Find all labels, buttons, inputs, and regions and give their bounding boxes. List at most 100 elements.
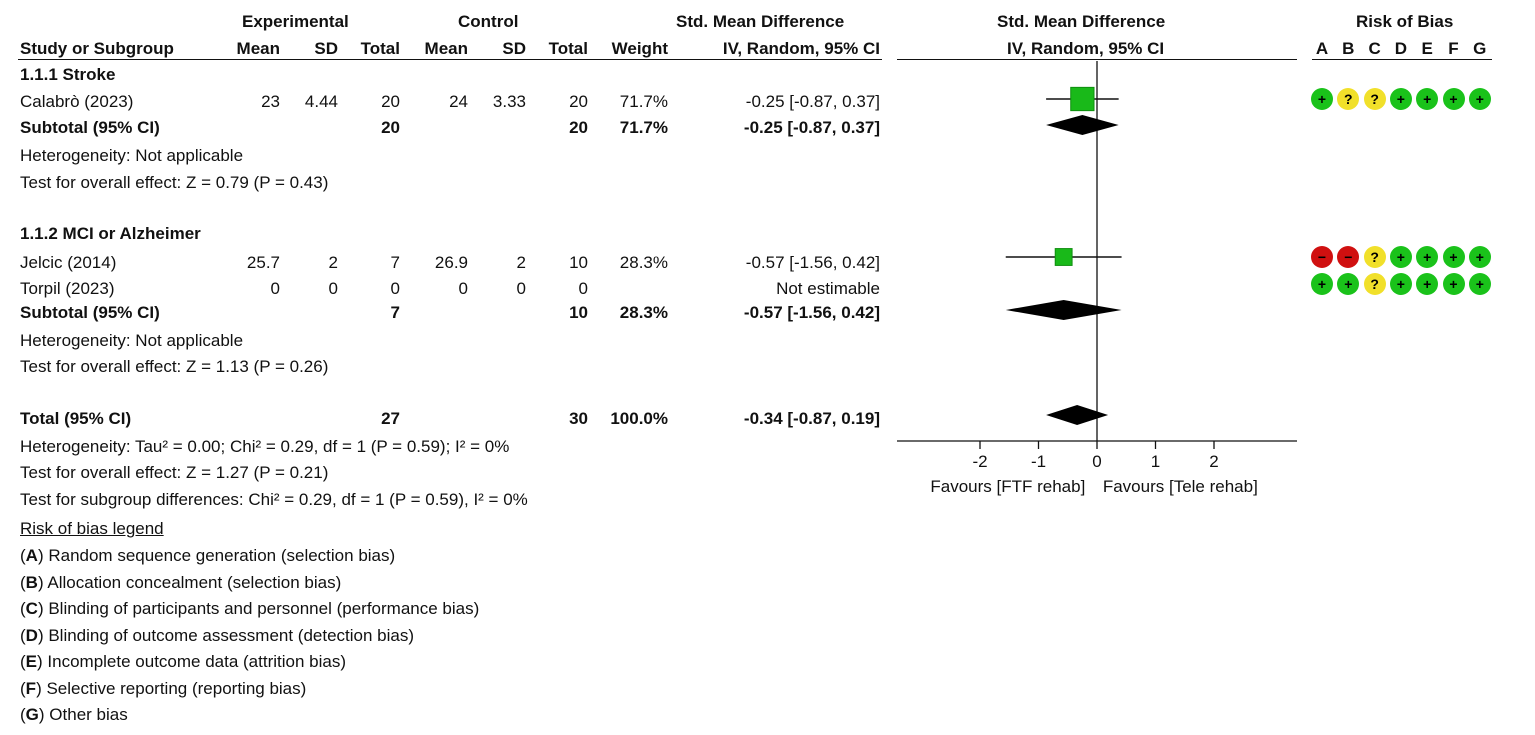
ci: -0.25 [-0.87, 0.37] <box>745 92 880 111</box>
legend-text: ) Blinding of participants and personnel… <box>37 599 480 618</box>
header-rule-table <box>18 59 882 60</box>
e-sd-header: SD <box>314 39 338 58</box>
c-total: 0 <box>578 279 588 298</box>
rob-dot-high: − <box>1337 246 1360 268</box>
subtotal-e-total: 7 <box>390 303 400 322</box>
control-header: Control <box>458 12 519 31</box>
subtotal-weight: 28.3% <box>619 303 668 322</box>
ci: Not estimable <box>776 279 880 298</box>
study-name: Jelcic (2014) <box>20 253 117 272</box>
overall-effect: Test for overall effect: Z = 0.79 (P = 0… <box>20 173 329 192</box>
e-mean: 23 <box>261 92 280 111</box>
subtotal-label: Subtotal (95% CI) <box>20 118 160 137</box>
heterogeneity: Heterogeneity: Not applicable <box>20 146 244 165</box>
legend-text: ) Other bias <box>38 705 128 724</box>
legend-item: (B) Allocation concealment (selection bi… <box>20 572 342 592</box>
x-tick-label: -1 <box>1031 452 1046 471</box>
study-col-header: Study or Subgroup <box>20 39 174 58</box>
legend-item: (E) Incomplete outcome data (attrition b… <box>20 652 346 671</box>
legend-item: (F) Selective reporting (reporting bias) <box>20 678 307 698</box>
e-mean: 0 <box>270 279 280 298</box>
rob-letter-f: F <box>1448 39 1459 58</box>
e-total: 7 <box>390 253 400 272</box>
rob-dot-low: + <box>1468 273 1491 295</box>
study-name: Calabrò (2023) <box>20 92 134 111</box>
total-e-total: 27 <box>381 409 400 428</box>
e-sd: 2 <box>328 253 338 272</box>
smd-header: Std. Mean Difference <box>676 12 845 31</box>
total-label: Total (95% CI) <box>20 409 132 428</box>
experimental-header: Experimental <box>242 12 349 31</box>
rob-dot-low: + <box>1468 246 1491 268</box>
legend-text: ) Selective reporting (reporting bias) <box>36 678 307 698</box>
rob-letter-g: G <box>1473 39 1487 58</box>
summary-diamond <box>1046 405 1109 425</box>
rob-dot-unc: ? <box>1363 88 1386 110</box>
header-rule-rob <box>1312 59 1492 60</box>
rob-dot-low: + <box>1389 88 1412 110</box>
e-mean-header: Mean <box>236 39 280 58</box>
rob-dot-high: − <box>1311 246 1333 268</box>
group-title: 1.1.1 Stroke <box>20 65 116 84</box>
c-mean: 0 <box>458 279 468 298</box>
legend-key: A <box>25 546 38 565</box>
group-title: 1.1.2 MCI or Alzheimer <box>20 224 201 243</box>
x-tick-label: -2 <box>972 452 987 471</box>
legend-text: ) Random sequence generation (selection … <box>37 546 396 565</box>
rob-dot-low: + <box>1468 88 1491 110</box>
c-total: 20 <box>569 92 588 111</box>
x-tick-label: 2 <box>1209 452 1218 471</box>
c-mean: 24 <box>449 92 468 111</box>
legend-item: (C) Blinding of participants and personn… <box>20 599 480 618</box>
e-sd: 4.44 <box>304 92 338 111</box>
legend-key: C <box>25 599 38 618</box>
study-square <box>1070 86 1095 112</box>
method-header: IV, Random, 95% CI <box>722 39 880 58</box>
e-sd: 0 <box>328 279 338 298</box>
legend-title: Risk of bias legend <box>20 519 164 538</box>
e-total-header: Total <box>360 39 400 58</box>
summary-diamond <box>1005 300 1122 320</box>
smd-plot-header: Std. Mean Difference <box>997 12 1166 31</box>
rob-dot-low: + <box>1416 88 1439 110</box>
e-total: 0 <box>390 279 400 298</box>
x-tick-label: 0 <box>1092 452 1101 471</box>
e-total: 20 <box>381 92 400 111</box>
subtotal-c-total: 10 <box>569 303 588 322</box>
x-tick-label: 1 <box>1151 452 1160 471</box>
legend-key: E <box>25 652 38 671</box>
c-mean: 26.9 <box>434 253 468 272</box>
rob-letter-c: C <box>1368 39 1381 58</box>
subgroup-differences: Test for subgroup differences: Chi² = 0.… <box>20 490 528 509</box>
rob-dot-low: + <box>1311 88 1333 110</box>
subtotal-label: Subtotal (95% CI) <box>20 303 160 322</box>
weight: 28.3% <box>619 253 668 272</box>
ci: -0.57 [-1.56, 0.42] <box>745 253 880 272</box>
legend-key: D <box>25 625 38 645</box>
total-heterogeneity: Heterogeneity: Tau² = 0.00; Chi² = 0.29,… <box>20 437 510 456</box>
favours-left-label: Favours [FTF rehab] <box>930 477 1085 496</box>
e-mean: 25.7 <box>246 253 280 272</box>
rob-dot-low: + <box>1442 273 1465 295</box>
legend-text: ) Blinding of outcome assessment (detect… <box>37 625 415 645</box>
legend-item: (G) Other bias <box>20 705 128 724</box>
legend-key: B <box>25 572 38 592</box>
subtotal-e-total: 20 <box>381 118 400 137</box>
c-sd: 0 <box>516 279 526 298</box>
subtotal-c-total: 20 <box>569 118 588 137</box>
rob-dot-low: + <box>1389 246 1412 268</box>
total-c-total: 30 <box>569 409 588 428</box>
rob-letter-a: A <box>1315 39 1329 58</box>
rob-dot-low: + <box>1311 273 1333 295</box>
total-overall-effect: Test for overall effect: Z = 1.27 (P = 0… <box>20 463 329 482</box>
subtotal-weight: 71.7% <box>619 118 668 137</box>
weight: 71.7% <box>619 92 668 111</box>
subtotal-ci: -0.25 [-0.87, 0.37] <box>743 118 880 137</box>
method-plot-header: IV, Random, 95% CI <box>1007 39 1165 58</box>
rob-dot-low: + <box>1442 246 1465 268</box>
legend-item: (A) Random sequence generation (selectio… <box>20 546 396 565</box>
rob-letter-d: D <box>1394 39 1408 58</box>
c-total: 10 <box>569 253 588 272</box>
c-mean-header: Mean <box>424 39 468 58</box>
